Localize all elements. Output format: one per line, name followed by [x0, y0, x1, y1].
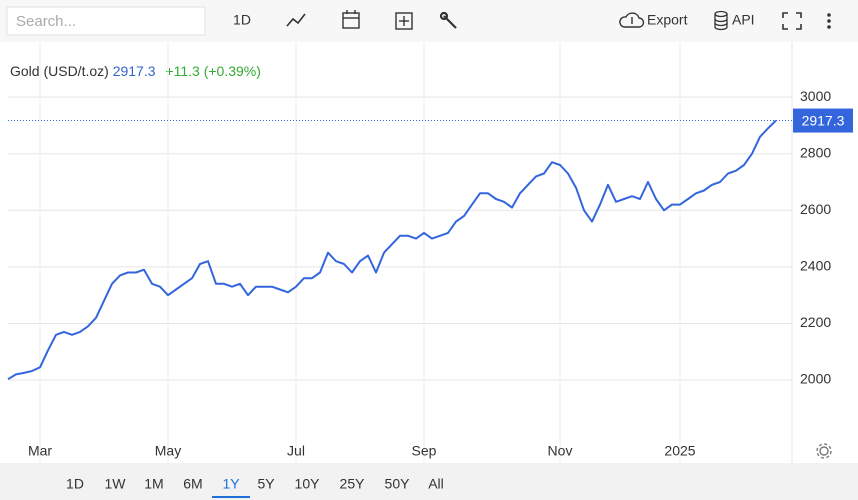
x-tick-label: May — [155, 443, 181, 459]
x-tick-label: Jul — [287, 443, 305, 459]
last-price-label: 2917.3 — [802, 112, 845, 128]
price-header: Gold (USD/t.oz) 2917.3 +11.3 (+0.39%) — [10, 63, 261, 79]
range-button[interactable]: 1D — [66, 476, 84, 492]
range-button[interactable]: 1M — [144, 476, 163, 492]
last-price-tag — [793, 108, 853, 133]
search-box[interactable] — [6, 6, 206, 36]
range-button[interactable]: 50Y — [385, 476, 411, 492]
range-bar — [0, 463, 858, 500]
x-tick-label: Nov — [548, 443, 573, 459]
y-tick-label: 2000 — [800, 371, 831, 387]
y-tick-label: 2600 — [800, 201, 831, 217]
x-tick-label: Mar — [28, 443, 52, 459]
api-icon[interactable] — [714, 10, 728, 31]
range-button[interactable]: 25Y — [340, 476, 366, 492]
add-icon[interactable] — [395, 12, 413, 30]
y-tick-label: 2400 — [800, 258, 831, 274]
api-button[interactable]: API — [732, 12, 755, 28]
range-button[interactable]: 1Y — [222, 476, 240, 492]
range-button[interactable]: 1W — [105, 476, 127, 492]
search-placeholder: Search... — [16, 13, 76, 30]
y-tick-label: 3000 — [800, 88, 831, 104]
settings-wrench-icon[interactable] — [439, 11, 457, 29]
x-tick-label: Sep — [412, 443, 437, 459]
price-change: +11.3 (+0.39%) — [165, 63, 260, 79]
interval-button[interactable]: 1D — [233, 12, 251, 28]
y-tick-label: 2200 — [800, 314, 831, 330]
fullscreen-icon[interactable] — [782, 12, 802, 30]
grid — [8, 42, 792, 463]
export-button[interactable]: Export — [647, 12, 688, 28]
x-tick-label: 2025 — [664, 443, 695, 459]
range-button[interactable]: 6M — [183, 476, 202, 492]
instrument-name: Gold (USD/t.oz) — [10, 63, 109, 79]
range-button[interactable]: 10Y — [295, 476, 321, 492]
price-line — [7, 119, 777, 381]
export-icon[interactable] — [619, 12, 645, 28]
range-button[interactable]: All — [428, 476, 444, 492]
y-tick-label: 2800 — [800, 144, 831, 160]
gear-icon[interactable] — [816, 443, 832, 459]
chart-type-icon[interactable] — [286, 13, 306, 27]
current-price: 2917.3 — [113, 63, 156, 79]
menu-icon[interactable] — [827, 13, 831, 29]
range-button[interactable]: 5Y — [257, 476, 275, 492]
calendar-icon[interactable] — [342, 10, 360, 29]
